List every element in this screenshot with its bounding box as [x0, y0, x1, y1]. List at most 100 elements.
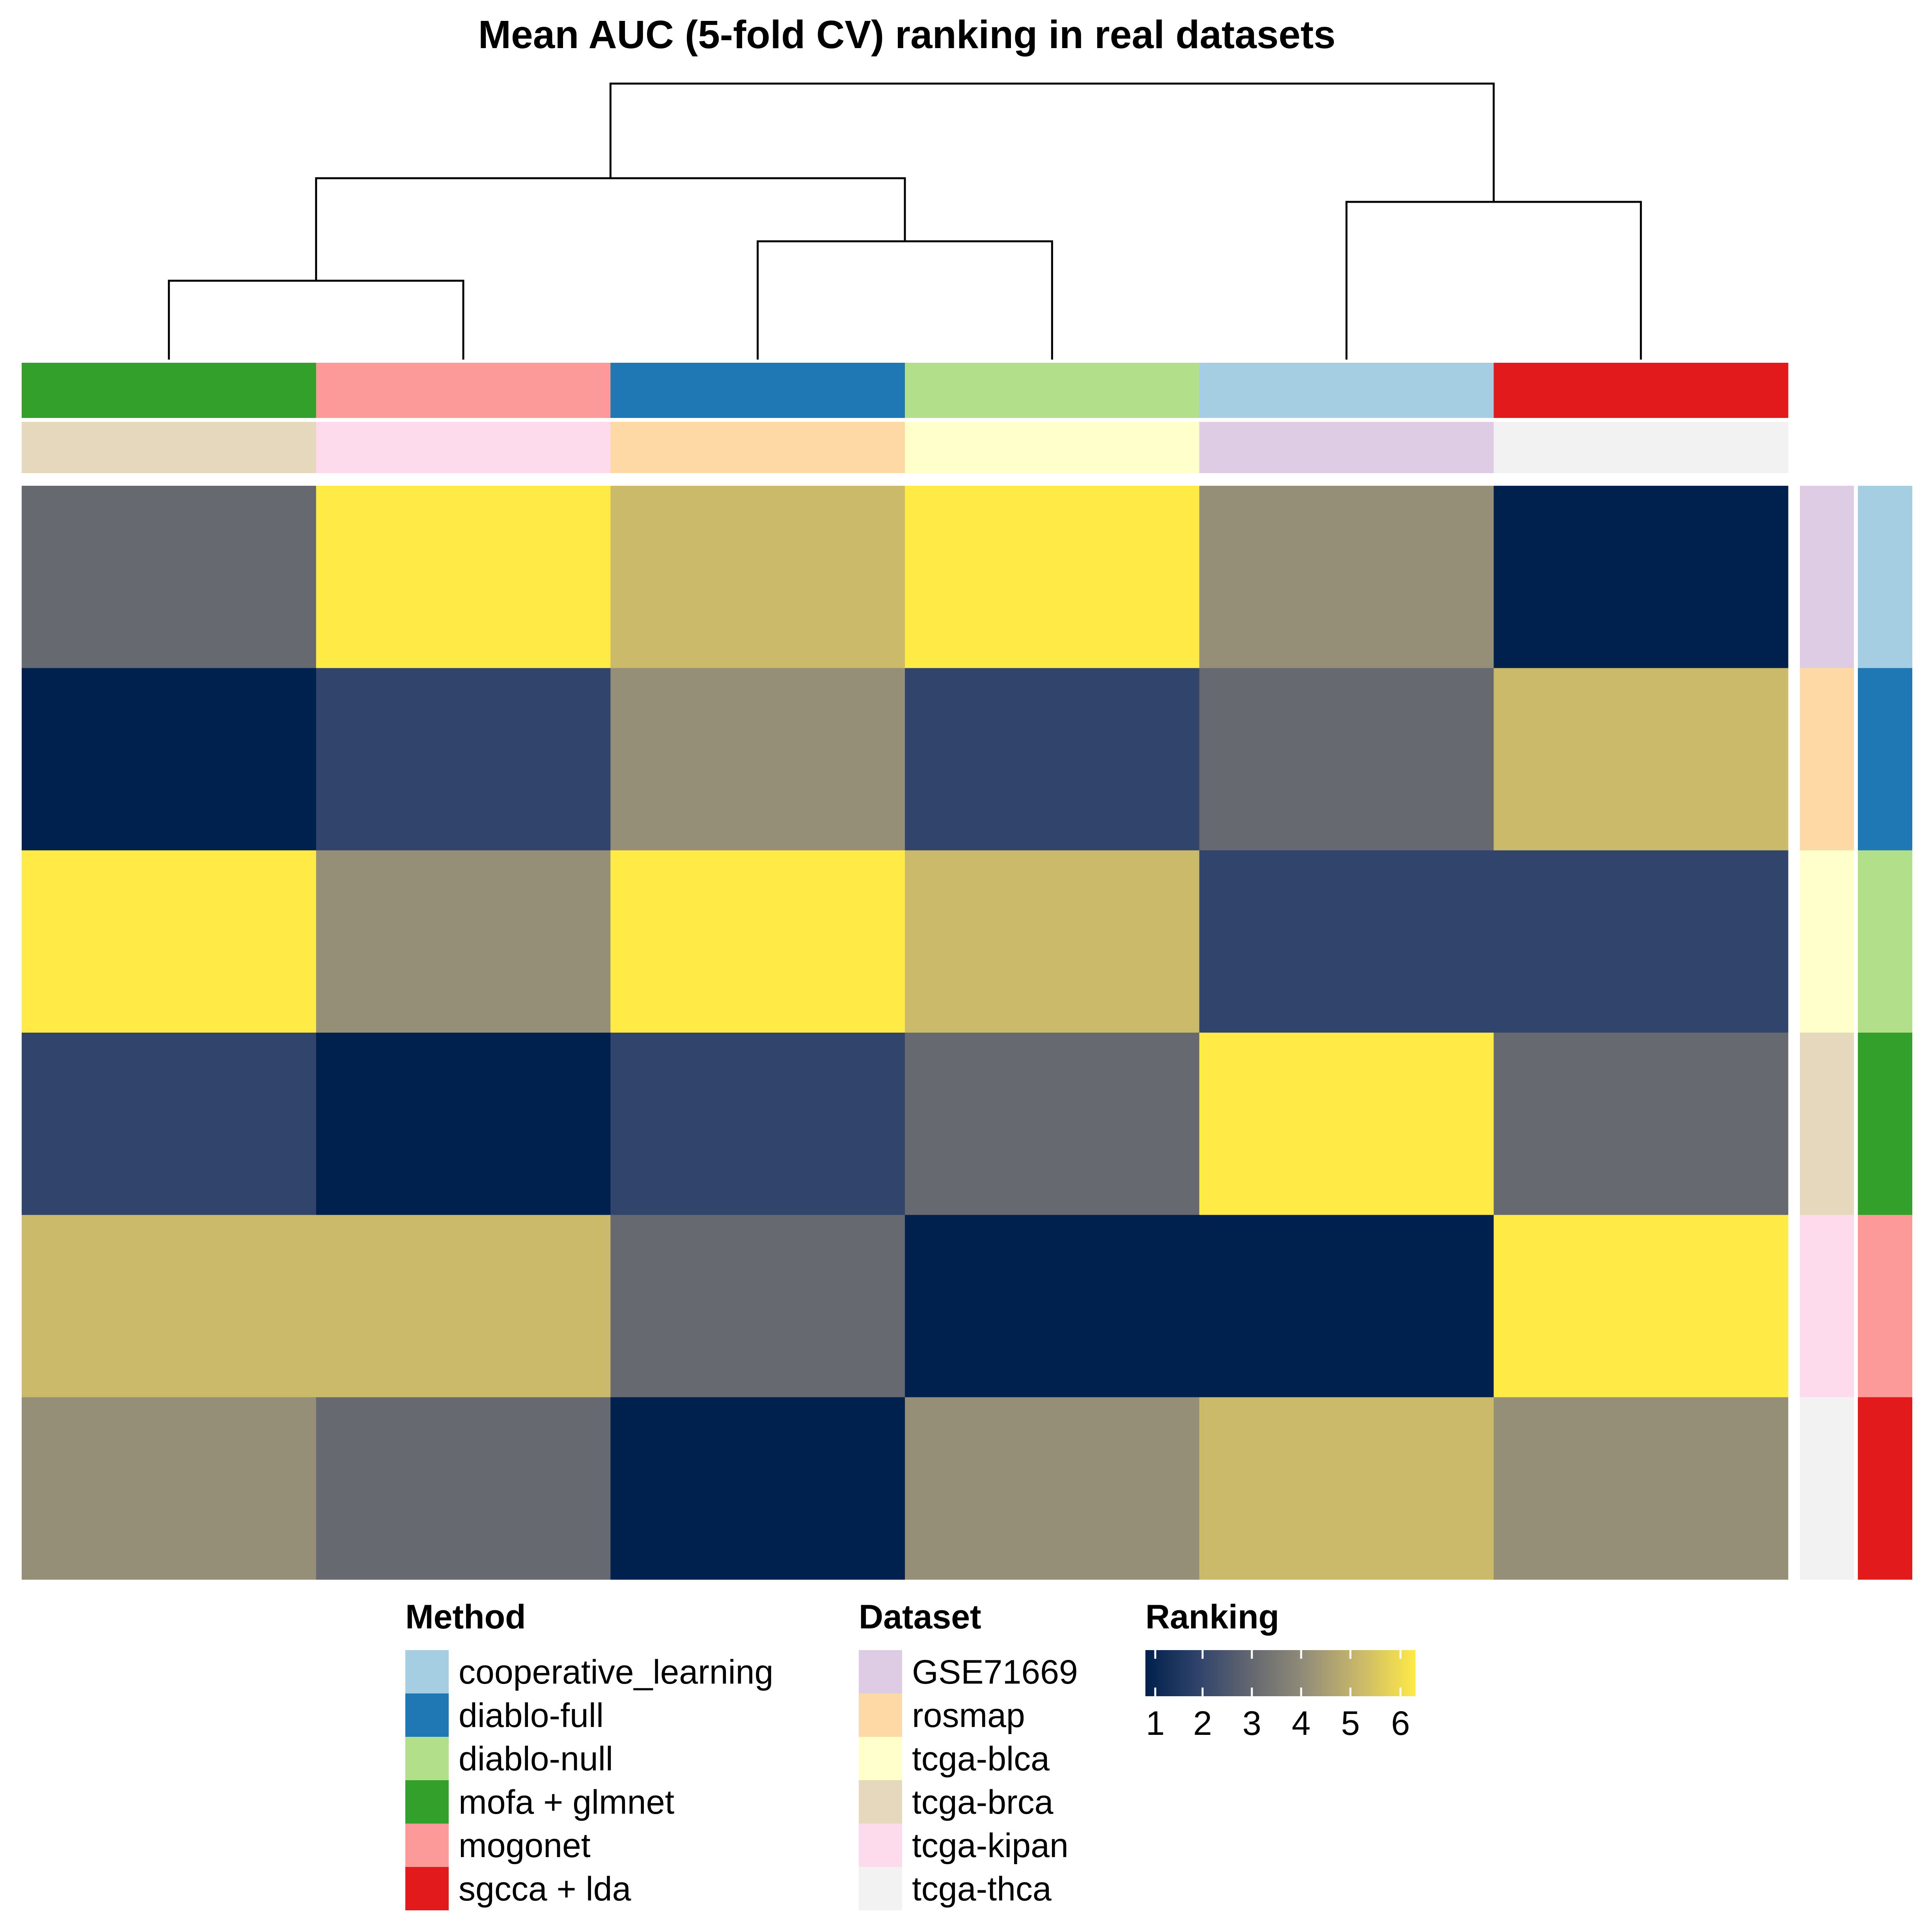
legend-swatch	[859, 1693, 902, 1737]
column-method-cell	[1494, 363, 1788, 418]
heatmap-cell	[22, 1033, 317, 1215]
heatmap-cell	[905, 668, 1200, 851]
column-dataset-cell	[610, 422, 905, 473]
heatmap-cell	[1199, 1033, 1494, 1215]
heatmap-cell	[1494, 1033, 1788, 1215]
ranking-legend-title: Ranking	[1145, 1598, 1279, 1636]
column-method-annotation	[22, 363, 1788, 418]
legend-label: rosmap	[912, 1697, 1025, 1734]
legend-label: mogonet	[459, 1827, 591, 1865]
row-dataset-cell	[1800, 1033, 1854, 1215]
heatmap-cell	[1199, 486, 1494, 668]
dendrogram-branch	[609, 82, 1495, 202]
colorbar-tick-label: 1	[1146, 1704, 1165, 1742]
column-dataset-cell	[905, 422, 1200, 473]
legend-swatch	[859, 1824, 902, 1867]
heatmap-cell	[316, 668, 611, 851]
heatmap-cell	[1199, 1215, 1494, 1398]
row-dataset-cell	[1800, 850, 1854, 1033]
heatmap-cell	[22, 1215, 317, 1398]
legend-label: tcga-thca	[912, 1870, 1052, 1908]
column-dataset-cell	[316, 422, 611, 473]
legend-label: mofa + glmnet	[459, 1783, 674, 1821]
column-method-cell	[316, 363, 611, 418]
dataset-legend-title: Dataset	[859, 1598, 981, 1636]
column-dataset-cell	[1199, 422, 1494, 473]
legend-label: tcga-blca	[912, 1740, 1050, 1778]
row-method-cell	[1858, 668, 1912, 851]
legend-label: diablo-null	[459, 1740, 613, 1778]
row-method-cell	[1858, 1033, 1912, 1215]
column-dendrogram	[168, 82, 1642, 360]
legend-label: sgcca + lda	[459, 1870, 631, 1908]
heatmap-cell	[610, 1397, 905, 1580]
column-dataset-annotation	[22, 422, 1788, 473]
row-dataset-cell	[1800, 1397, 1854, 1580]
heatmap-cell	[905, 1215, 1200, 1398]
legend-label: tcga-brca	[912, 1783, 1054, 1821]
row-dataset-cell	[1800, 486, 1854, 668]
row-method-cell	[1858, 486, 1912, 668]
row-method-cell	[1858, 1397, 1912, 1580]
legend-label: cooperative_learning	[459, 1653, 773, 1691]
legend-label: diablo-full	[459, 1697, 604, 1734]
colorbar-tick-label: 6	[1391, 1704, 1410, 1742]
heatmap-cell	[316, 1397, 611, 1580]
row-method-cell	[1858, 1215, 1912, 1398]
legend-swatch	[405, 1737, 449, 1780]
colorbar-tick-label: 4	[1292, 1704, 1311, 1742]
heatmap-cell	[610, 850, 905, 1033]
heatmap-cell	[22, 850, 317, 1033]
heatmap-cell	[22, 668, 317, 851]
column-method-cell	[610, 363, 905, 418]
heatmap-cell	[610, 1033, 905, 1215]
legend-label: tcga-kipan	[912, 1827, 1069, 1865]
row-dataset-cell	[1800, 668, 1854, 851]
dendrogram-branch	[315, 177, 906, 281]
heatmap-cell	[22, 1397, 317, 1580]
colorbar-tick-label: 5	[1341, 1704, 1360, 1742]
heatmap-cell	[316, 850, 611, 1033]
ranking-colorbar	[1145, 1650, 1415, 1696]
heatmap-cell	[1199, 1397, 1494, 1580]
legend-swatch	[405, 1693, 449, 1737]
row-method-annotation	[1858, 486, 1912, 1580]
legend-swatch	[859, 1650, 902, 1693]
heatmap-cell	[610, 486, 905, 668]
legend-swatch	[405, 1867, 449, 1910]
heatmap-cell	[610, 668, 905, 851]
legend-swatch	[405, 1824, 449, 1867]
method-legend-title: Method	[405, 1598, 526, 1636]
heatmap-cell	[316, 1033, 611, 1215]
heatmap-cell	[905, 1397, 1200, 1580]
chart-title: Mean AUC (5-fold CV) ranking in real dat…	[478, 13, 1335, 57]
heatmap-cell	[1494, 1215, 1788, 1398]
legend-label: GSE71669	[912, 1653, 1078, 1691]
column-method-cell	[1199, 363, 1494, 418]
heatmap-cells	[22, 486, 1788, 1580]
legend-swatch	[859, 1737, 902, 1780]
heatmap-cell	[1494, 1397, 1788, 1580]
heatmap-cell	[610, 1215, 905, 1398]
colorbar-tick-label: 3	[1242, 1704, 1261, 1742]
legend-swatch	[859, 1867, 902, 1910]
dendrogram-branch	[1345, 201, 1642, 360]
dendrogram-branch	[168, 280, 464, 360]
heatmap-cell	[1494, 850, 1788, 1033]
ranking-legend: Ranking 1 2 3 4 5 6	[1145, 1598, 1415, 1742]
heatmap-cell	[1199, 668, 1494, 851]
legend-swatch	[859, 1780, 902, 1824]
heatmap-cell	[905, 850, 1200, 1033]
row-method-cell	[1858, 850, 1912, 1033]
heatmap-cell	[316, 1215, 611, 1398]
heatmap-cell	[1494, 668, 1788, 851]
legend-swatch	[405, 1780, 449, 1824]
colorbar-tick-label: 2	[1193, 1704, 1212, 1742]
heatmap-cell	[1199, 850, 1494, 1033]
row-dataset-annotation	[1800, 486, 1854, 1580]
dataset-legend: Dataset GSE71669 rosmap tcga-blca tcga-brca t…	[859, 1598, 1078, 1910]
heatmap-cell	[905, 486, 1200, 668]
column-method-cell	[22, 363, 317, 418]
column-dataset-cell	[1494, 422, 1788, 473]
